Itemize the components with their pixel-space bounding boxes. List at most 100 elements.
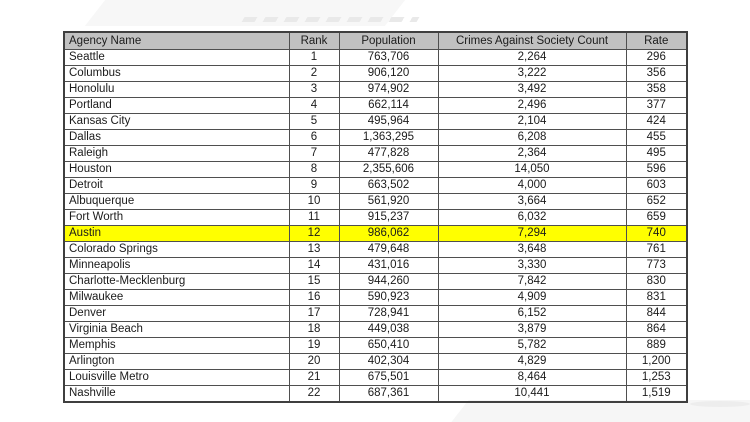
crimes-count-cell: 3,222 [437,65,627,82]
rate-cell: 377 [625,97,688,114]
rate-cell: 740 [625,225,688,242]
agency-name-cell: Memphis [63,337,290,354]
agency-name-cell: Honolulu [63,81,290,98]
rank-cell: 20 [288,353,340,370]
population-cell: 906,120 [338,65,439,82]
table-row: Charlotte-Mecklenburg 15 944,260 7,842 830 [63,273,688,290]
table-row: Arlington 20 402,304 4,829 1,200 [63,353,688,370]
rank-cell: 8 [288,161,340,178]
column-header-rate: Rate [625,31,688,50]
population-cell: 763,706 [338,49,439,66]
crimes-count-cell: 7,842 [437,273,627,290]
population-cell: 495,964 [338,113,439,130]
population-cell: 650,410 [338,337,439,354]
rate-cell: 889 [625,337,688,354]
rate-cell: 596 [625,161,688,178]
rate-cell: 296 [625,49,688,66]
crimes-count-cell: 2,496 [437,97,627,114]
column-header-population: Population [338,31,439,50]
column-header-rank: Rank [288,31,340,50]
population-cell: 1,363,295 [338,129,439,146]
crimes-count-cell: 2,104 [437,113,627,130]
population-cell: 675,501 [338,369,439,386]
background-streak [690,401,750,407]
crimes-count-cell: 2,364 [437,145,627,162]
agency-name-cell: Detroit [63,177,290,194]
rate-cell: 1,519 [625,385,688,403]
table-row: Raleigh 7 477,828 2,364 495 [63,145,688,162]
crimes-count-cell: 3,879 [437,321,627,338]
crimes-count-cell: 10,441 [437,385,627,403]
agency-name-cell: Minneapolis [63,257,290,274]
agency-name-cell: Columbus [63,65,290,82]
agency-name-cell: Seattle [63,49,290,66]
rate-cell: 830 [625,273,688,290]
population-cell: 479,648 [338,241,439,258]
population-cell: 728,941 [338,305,439,322]
table-row: Detroit 9 663,502 4,000 603 [63,177,688,194]
rate-cell: 773 [625,257,688,274]
rank-cell: 14 [288,257,340,274]
crimes-count-cell: 5,782 [437,337,627,354]
rate-cell: 603 [625,177,688,194]
rank-cell: 3 [288,81,340,98]
table-row: Albuquerque 10 561,920 3,664 652 [63,193,688,210]
table-row: Colorado Springs 13 479,648 3,648 761 [63,241,688,258]
rank-cell: 19 [288,337,340,354]
table-row: Virginia Beach 18 449,038 3,879 864 [63,321,688,338]
population-cell: 561,920 [338,193,439,210]
population-cell: 915,237 [338,209,439,226]
rank-cell: 1 [288,49,340,66]
population-cell: 477,828 [338,145,439,162]
rank-cell: 7 [288,145,340,162]
rate-cell: 864 [625,321,688,338]
crimes-count-cell: 2,264 [437,49,627,66]
crimes-count-cell: 3,330 [437,257,627,274]
rank-cell: 13 [288,241,340,258]
rank-cell: 9 [288,177,340,194]
rank-cell: 10 [288,193,340,210]
agency-name-cell: Raleigh [63,145,290,162]
rank-cell: 17 [288,305,340,322]
column-header-agency-name: Agency Name [63,31,290,50]
agency-name-cell: Portland [63,97,290,114]
rate-cell: 761 [625,241,688,258]
table-row-highlighted: Austin 12 986,062 7,294 740 [63,225,688,242]
population-cell: 974,902 [338,81,439,98]
table-row: Fort Worth 11 915,237 6,032 659 [63,209,688,226]
crime-statistics-table: Agency Name Rank Population Crimes Again… [63,31,688,403]
rate-cell: 358 [625,81,688,98]
rate-cell: 659 [625,209,688,226]
population-cell: 431,016 [338,257,439,274]
rank-cell: 4 [288,97,340,114]
population-cell: 663,502 [338,177,439,194]
rank-cell: 15 [288,273,340,290]
rank-cell: 11 [288,209,340,226]
background-dashes-watermark [241,17,420,22]
agency-name-cell: Albuquerque [63,193,290,210]
agency-name-cell: Milwaukee [63,289,290,306]
rate-cell: 424 [625,113,688,130]
background-swoosh-bottom [451,400,750,422]
table-row: Denver 17 728,941 6,152 844 [63,305,688,322]
table-row: Kansas City 5 495,964 2,104 424 [63,113,688,130]
rate-cell: 652 [625,193,688,210]
crimes-count-cell: 3,664 [437,193,627,210]
background-swoosh-top [84,0,406,26]
rank-cell: 16 [288,289,340,306]
crimes-count-cell: 4,000 [437,177,627,194]
population-cell: 944,260 [338,273,439,290]
column-header-crimes-against-society-count: Crimes Against Society Count [437,31,627,50]
crimes-count-cell: 8,464 [437,369,627,386]
rate-cell: 831 [625,289,688,306]
rate-cell: 844 [625,305,688,322]
rate-cell: 356 [625,65,688,82]
agency-name-cell: Colorado Springs [63,241,290,258]
table-row: Honolulu 3 974,902 3,492 358 [63,81,688,98]
population-cell: 986,062 [338,225,439,242]
rate-cell: 455 [625,129,688,146]
rank-cell: 12 [288,225,340,242]
agency-name-cell: Austin [63,225,290,242]
crimes-count-cell: 4,829 [437,353,627,370]
agency-name-cell: Nashville [63,385,290,403]
